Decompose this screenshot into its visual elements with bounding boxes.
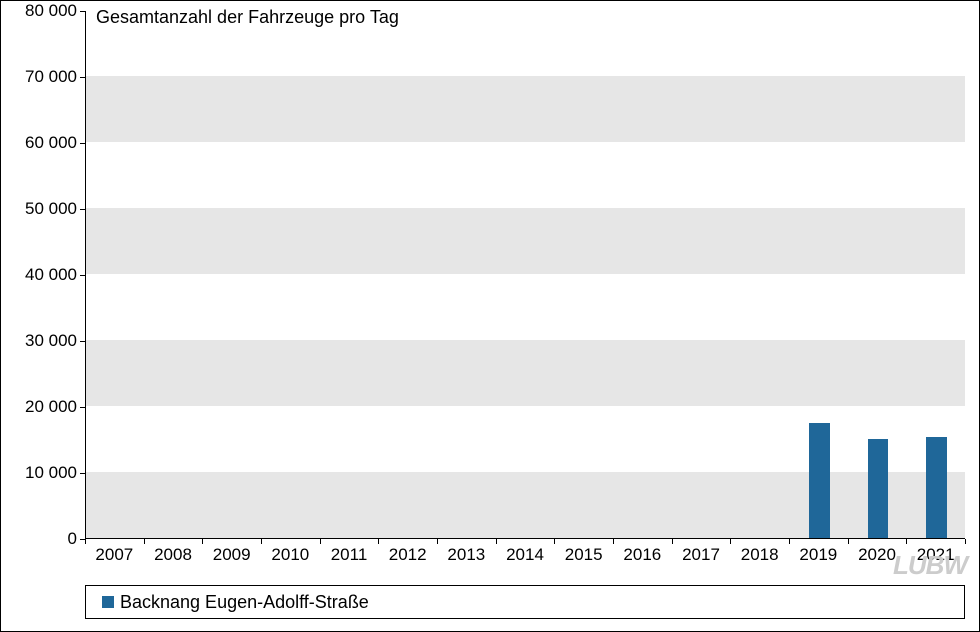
x-tick-mark bbox=[906, 539, 907, 544]
x-tick-label: 2019 bbox=[799, 545, 837, 565]
x-tick-label: 2009 bbox=[213, 545, 251, 565]
grid-band bbox=[86, 76, 965, 142]
grid-band bbox=[86, 208, 965, 274]
y-tick-label: 70 000 bbox=[7, 67, 77, 87]
y-tick-label: 10 000 bbox=[7, 463, 77, 483]
x-tick-mark bbox=[613, 539, 614, 544]
x-tick-mark bbox=[965, 539, 966, 544]
y-tick-mark bbox=[80, 407, 85, 408]
bar bbox=[926, 437, 947, 538]
x-tick-label: 2014 bbox=[506, 545, 544, 565]
y-tick-label: 20 000 bbox=[7, 397, 77, 417]
x-tick-mark bbox=[789, 539, 790, 544]
legend: Backnang Eugen-Adolff-Straße bbox=[85, 585, 965, 619]
x-tick-mark bbox=[496, 539, 497, 544]
y-tick-mark bbox=[80, 77, 85, 78]
y-tick-mark bbox=[80, 275, 85, 276]
x-tick-label: 2016 bbox=[623, 545, 661, 565]
y-tick-label: 50 000 bbox=[7, 199, 77, 219]
x-tick-label: 2008 bbox=[154, 545, 192, 565]
y-tick-mark bbox=[80, 473, 85, 474]
x-tick-mark bbox=[85, 539, 86, 544]
x-tick-mark bbox=[848, 539, 849, 544]
y-tick-mark bbox=[80, 11, 85, 12]
x-tick-mark bbox=[320, 539, 321, 544]
y-tick-mark bbox=[80, 341, 85, 342]
legend-swatch bbox=[102, 596, 114, 608]
x-tick-mark bbox=[144, 539, 145, 544]
x-tick-label: 2017 bbox=[682, 545, 720, 565]
x-tick-label: 2015 bbox=[565, 545, 603, 565]
bar bbox=[868, 439, 889, 538]
x-tick-label: 2012 bbox=[389, 545, 427, 565]
y-tick-label: 30 000 bbox=[7, 331, 77, 351]
y-tick-label: 80 000 bbox=[7, 1, 77, 21]
x-tick-mark bbox=[554, 539, 555, 544]
x-tick-mark bbox=[202, 539, 203, 544]
x-tick-mark bbox=[730, 539, 731, 544]
y-tick-label: 60 000 bbox=[7, 133, 77, 153]
y-tick-mark bbox=[80, 143, 85, 144]
plot-area bbox=[85, 11, 965, 539]
grid-band bbox=[86, 472, 965, 538]
x-tick-mark bbox=[672, 539, 673, 544]
x-tick-label: 2011 bbox=[331, 545, 368, 565]
chart-container: Gesamtanzahl der Fahrzeuge pro Tag 010 0… bbox=[0, 0, 980, 632]
x-tick-mark bbox=[261, 539, 262, 544]
y-tick-label: 40 000 bbox=[7, 265, 77, 285]
x-tick-label: 2018 bbox=[741, 545, 779, 565]
x-tick-label: 2010 bbox=[271, 545, 309, 565]
watermark-logo: LUBW bbox=[893, 550, 967, 581]
x-tick-mark bbox=[437, 539, 438, 544]
x-tick-mark bbox=[378, 539, 379, 544]
y-tick-mark bbox=[80, 209, 85, 210]
y-tick-label: 0 bbox=[7, 529, 77, 549]
bar bbox=[809, 423, 830, 539]
x-tick-label: 2013 bbox=[447, 545, 485, 565]
x-tick-label: 2020 bbox=[858, 545, 896, 565]
x-tick-label: 2007 bbox=[95, 545, 133, 565]
grid-band bbox=[86, 340, 965, 406]
legend-label: Backnang Eugen-Adolff-Straße bbox=[120, 592, 369, 613]
